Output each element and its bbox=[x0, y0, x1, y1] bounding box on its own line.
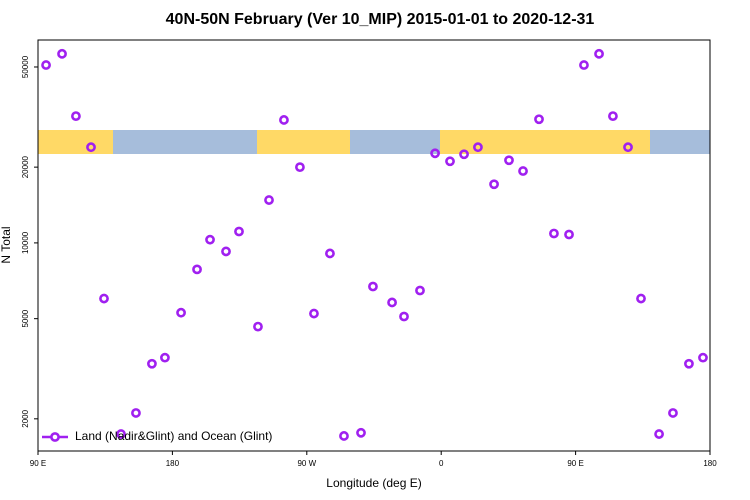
point bbox=[473, 142, 483, 153]
point bbox=[57, 48, 67, 59]
point bbox=[205, 234, 215, 245]
y-tick-label: 2000 bbox=[21, 409, 30, 427]
point bbox=[504, 155, 514, 166]
point bbox=[41, 60, 51, 70]
point bbox=[430, 148, 440, 159]
point bbox=[623, 142, 633, 153]
point bbox=[356, 427, 366, 438]
map-ocean bbox=[113, 130, 257, 154]
point bbox=[234, 226, 244, 237]
point bbox=[564, 229, 574, 240]
plot-frame bbox=[37, 39, 711, 452]
chart-title: 40N-50N February (Ver 10_MIP) 2015-01-01… bbox=[166, 11, 595, 28]
point bbox=[654, 429, 664, 439]
point bbox=[534, 114, 544, 125]
point bbox=[71, 111, 81, 122]
map-band bbox=[38, 130, 710, 154]
map-ocean bbox=[650, 130, 710, 154]
point bbox=[309, 308, 319, 319]
point bbox=[160, 352, 170, 363]
x-axis-label: Longitude (deg E) bbox=[326, 476, 421, 490]
point bbox=[221, 246, 231, 257]
y-tick-label: 10000 bbox=[21, 231, 30, 254]
x-tick-label: 90 E bbox=[567, 459, 583, 468]
legend-label: Land (Nadir&Glint) and Ocean (Glint) bbox=[75, 429, 272, 443]
point bbox=[636, 293, 646, 304]
point bbox=[116, 429, 126, 439]
point bbox=[698, 352, 708, 363]
point bbox=[264, 195, 274, 205]
point bbox=[518, 166, 528, 176]
point bbox=[147, 358, 157, 369]
point bbox=[459, 149, 469, 160]
point bbox=[99, 293, 109, 304]
point bbox=[192, 264, 202, 275]
point bbox=[368, 281, 378, 292]
point bbox=[608, 111, 618, 122]
y-tick-label: 5000 bbox=[21, 309, 30, 327]
point bbox=[549, 228, 559, 239]
point bbox=[668, 408, 678, 418]
point bbox=[325, 248, 335, 259]
x-tick-label: 180 bbox=[166, 459, 180, 468]
x-tick-label: 180 bbox=[703, 459, 717, 468]
x-tick-label: 0 bbox=[439, 459, 444, 468]
point bbox=[489, 179, 499, 190]
point bbox=[339, 431, 349, 441]
point bbox=[253, 321, 263, 332]
y-axis-label: N Total bbox=[0, 226, 13, 263]
point bbox=[86, 142, 96, 153]
map-ocean bbox=[350, 130, 440, 154]
point bbox=[279, 115, 289, 125]
point bbox=[684, 358, 694, 369]
point bbox=[387, 297, 397, 308]
point bbox=[594, 48, 604, 59]
point bbox=[131, 408, 141, 418]
legend-entry: Land (Nadir&Glint) and Ocean (Glint) bbox=[42, 429, 272, 443]
point bbox=[445, 156, 455, 167]
point bbox=[415, 285, 425, 296]
point bbox=[176, 307, 186, 318]
legend-marker bbox=[50, 432, 60, 442]
point bbox=[399, 311, 409, 322]
y-tick-label: 50000 bbox=[21, 55, 30, 78]
x-tick-label: 90 E bbox=[30, 459, 46, 468]
point bbox=[295, 162, 305, 173]
y-tick-label: 20000 bbox=[21, 155, 30, 178]
point bbox=[579, 60, 589, 70]
x-tick-label: 90 W bbox=[297, 459, 316, 468]
